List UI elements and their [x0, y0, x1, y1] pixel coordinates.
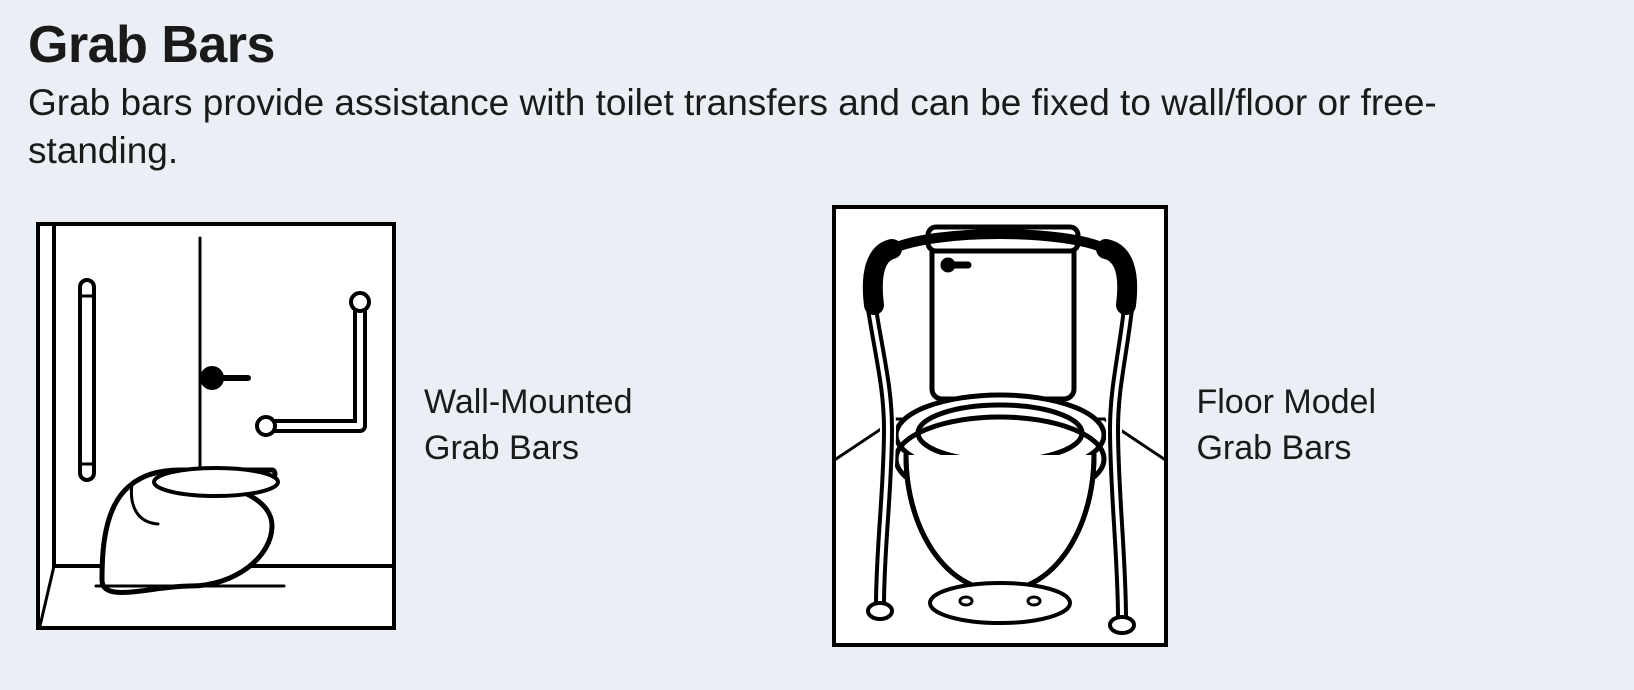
- page-title: Grab Bars: [28, 18, 1606, 73]
- figure-wall-mounted-caption: Wall-Mounted Grab Bars: [424, 380, 632, 472]
- figure-wall-mounted-illustration: [36, 222, 396, 630]
- caption-line: Wall-Mounted: [424, 383, 632, 421]
- figure-wall-mounted: Wall-Mounted Grab Bars: [36, 222, 632, 630]
- caption-line: Grab Bars: [1196, 429, 1351, 467]
- figures-row: Wall-Mounted Grab Bars: [28, 205, 1606, 647]
- figure-floor-model-illustration: [832, 205, 1168, 647]
- description-text: Grab bars provide assistance with toilet…: [28, 79, 1478, 175]
- figure-floor-model-caption: Floor Model Grab Bars: [1196, 380, 1376, 472]
- figure-floor-model: Floor Model Grab Bars: [832, 205, 1376, 647]
- caption-line: Grab Bars: [424, 429, 579, 467]
- caption-line: Floor Model: [1196, 383, 1376, 421]
